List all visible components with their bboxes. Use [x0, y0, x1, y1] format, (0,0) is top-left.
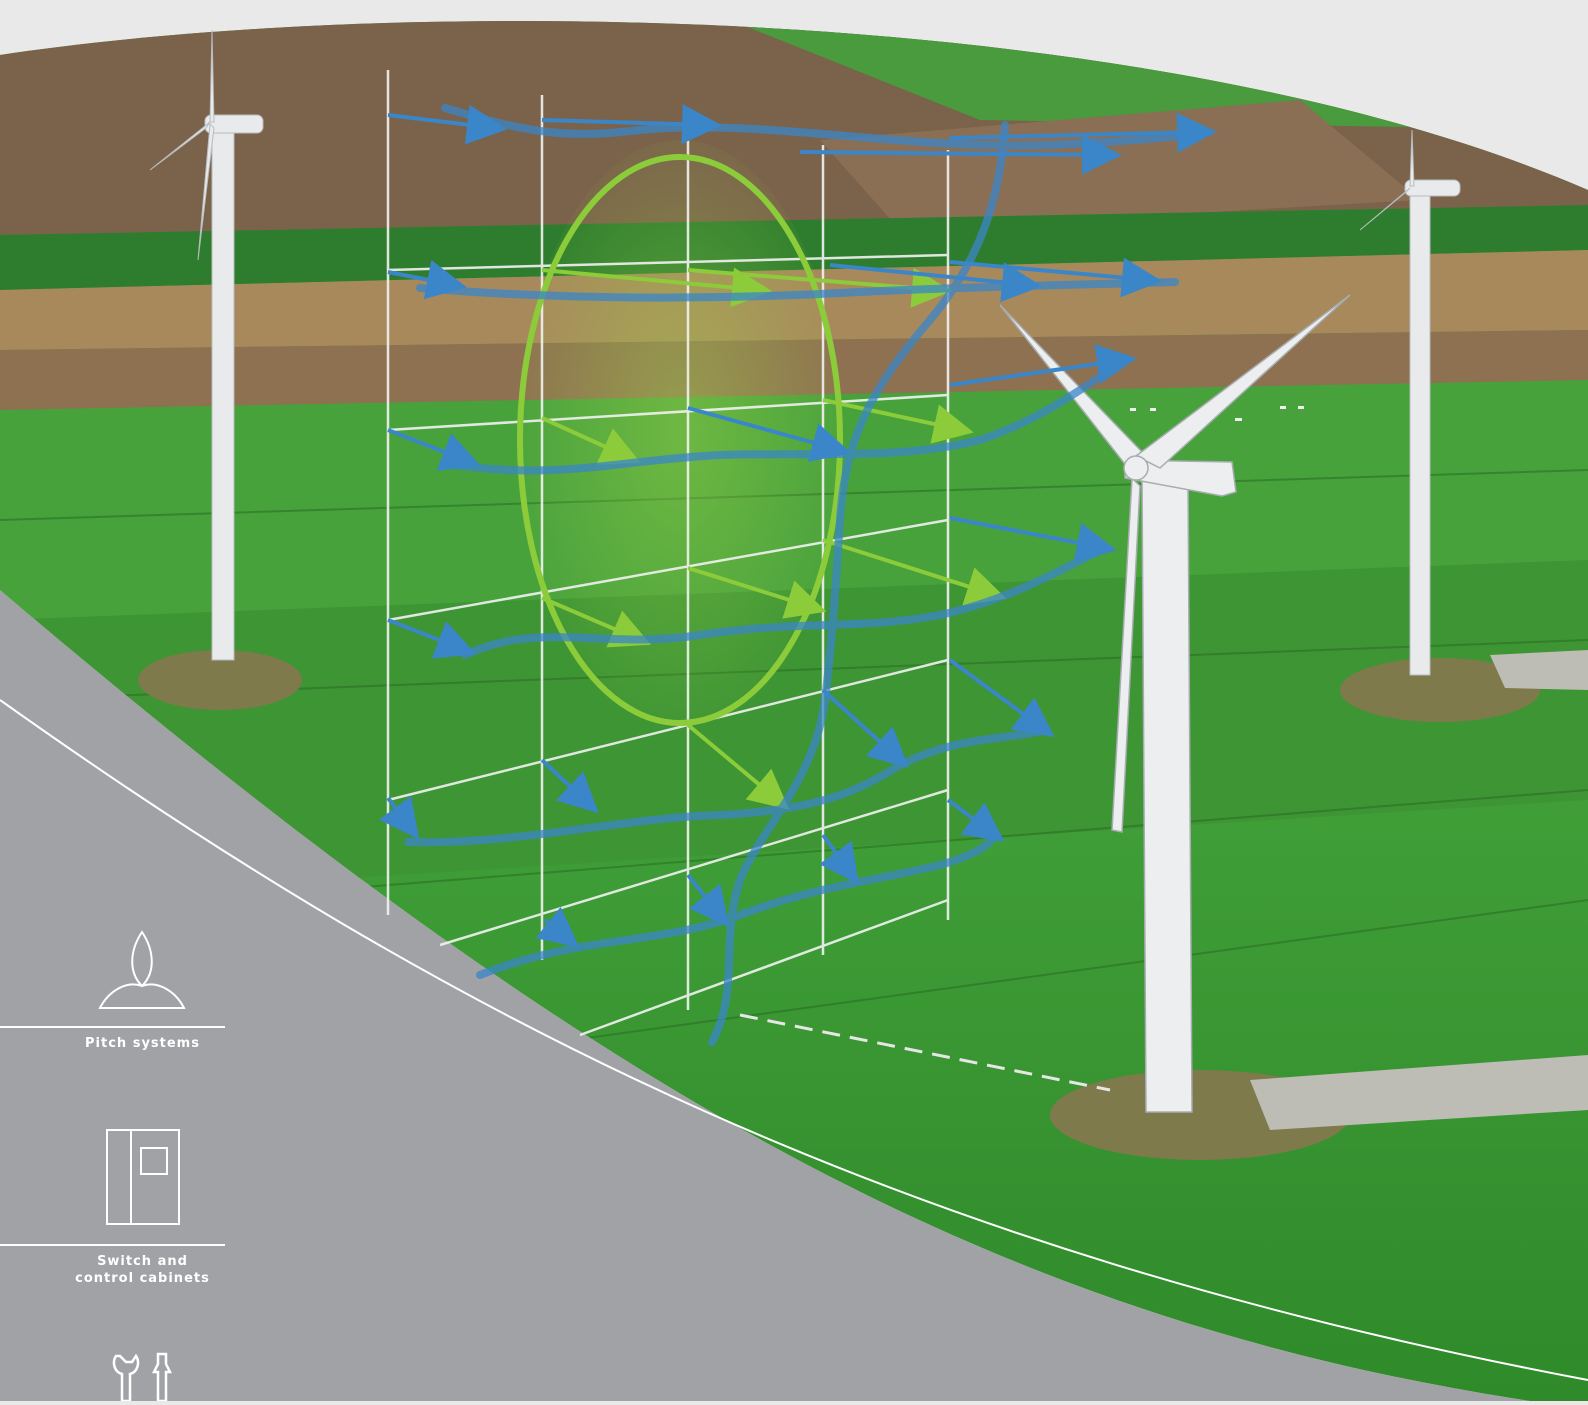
sidebar-item-label: Switch and control cabinets — [75, 1254, 210, 1286]
wind-turbine-front — [999, 294, 1351, 1113]
control-cabinet-icon — [105, 1128, 181, 1230]
blue-wind-arrows — [379, 104, 1217, 948]
sidebar-item-label: Pitch systems — [85, 1036, 200, 1051]
wind-turbine-left — [149, 29, 264, 661]
service-tools-icon — [108, 1350, 178, 1405]
sidebar-item-pitch-systems[interactable]: Pitch systems — [0, 930, 225, 1060]
grey-panel — [0, 590, 1530, 1401]
pitch-rotor-icon — [96, 930, 188, 1016]
sidebar-item-service[interactable] — [0, 1350, 225, 1403]
panel-curve-line — [0, 699, 1588, 1381]
wind-flow-lines — [404, 104, 1209, 1046]
sidebar-item-switch-control-cabinets[interactable]: Switch and control cabinets — [0, 1128, 225, 1293]
ground-dashed-line — [739, 1013, 1111, 1092]
sidebar-divider — [0, 1026, 225, 1028]
cattle-specks — [1130, 406, 1304, 421]
wind-turbine-right — [1359, 129, 1461, 676]
sidebar-divider — [0, 1244, 225, 1246]
